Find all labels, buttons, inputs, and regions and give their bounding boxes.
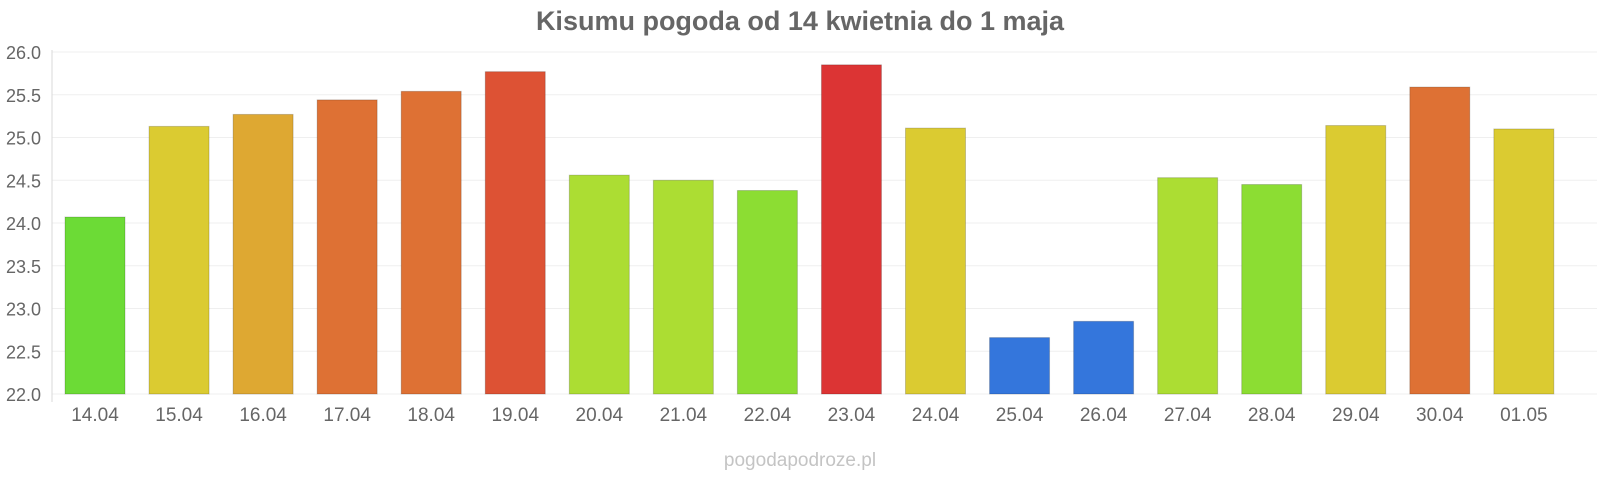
x-tick-label: 19.04 bbox=[491, 405, 539, 426]
bar bbox=[989, 337, 1051, 395]
bar bbox=[1073, 320, 1135, 395]
x-tick-label: 26.04 bbox=[1080, 405, 1128, 426]
bar bbox=[484, 71, 546, 395]
x-tick-label: 27.04 bbox=[1164, 405, 1212, 426]
x-tick-label: 25.04 bbox=[996, 405, 1044, 426]
x-tick-label: 17.04 bbox=[323, 405, 371, 426]
y-tick-label: 24.0 bbox=[6, 214, 41, 234]
bar bbox=[64, 216, 126, 395]
bar bbox=[736, 190, 798, 395]
bar bbox=[1241, 184, 1303, 395]
x-tick-label: 22.04 bbox=[744, 405, 792, 426]
y-tick-label: 23.0 bbox=[6, 300, 41, 320]
x-tick-label: 28.04 bbox=[1248, 405, 1296, 426]
y-tick-label: 22.0 bbox=[6, 385, 41, 405]
bar bbox=[316, 99, 378, 395]
x-tick-label: 16.04 bbox=[239, 405, 287, 426]
chart-title: Kisumu pogoda od 14 kwietnia do 1 maja bbox=[535, 6, 1065, 36]
x-tick-label: 23.04 bbox=[828, 405, 876, 426]
watermark: pogodapodroze.pl bbox=[723, 450, 877, 471]
x-tick-label: 29.04 bbox=[1332, 405, 1380, 426]
x-tick-label: 20.04 bbox=[576, 405, 624, 426]
bar bbox=[820, 64, 882, 395]
bar bbox=[148, 125, 210, 395]
bar bbox=[1493, 128, 1555, 395]
x-tick-label: 14.04 bbox=[71, 405, 119, 426]
bar bbox=[652, 179, 714, 395]
bar bbox=[1409, 86, 1471, 395]
bar bbox=[568, 174, 630, 395]
x-tick-label: 15.04 bbox=[155, 405, 203, 426]
y-tick-label: 25.5 bbox=[6, 86, 41, 106]
x-tick-label: 30.04 bbox=[1416, 405, 1464, 426]
x-tick-label: 24.04 bbox=[912, 405, 960, 426]
y-tick-label: 26.0 bbox=[6, 43, 41, 63]
bar bbox=[400, 90, 462, 395]
x-tick-label: 21.04 bbox=[660, 405, 708, 426]
bar bbox=[232, 113, 294, 395]
y-tick-label: 23.5 bbox=[6, 257, 41, 277]
x-tick-label: 18.04 bbox=[407, 405, 455, 426]
bar bbox=[905, 127, 966, 395]
y-tick-label: 22.5 bbox=[6, 342, 41, 362]
bar bbox=[1157, 177, 1219, 395]
y-tick-label: 25.0 bbox=[6, 129, 41, 149]
y-tick-label: 24.5 bbox=[6, 171, 41, 191]
bar bbox=[1325, 125, 1387, 395]
x-tick-label: 01.05 bbox=[1500, 405, 1548, 426]
